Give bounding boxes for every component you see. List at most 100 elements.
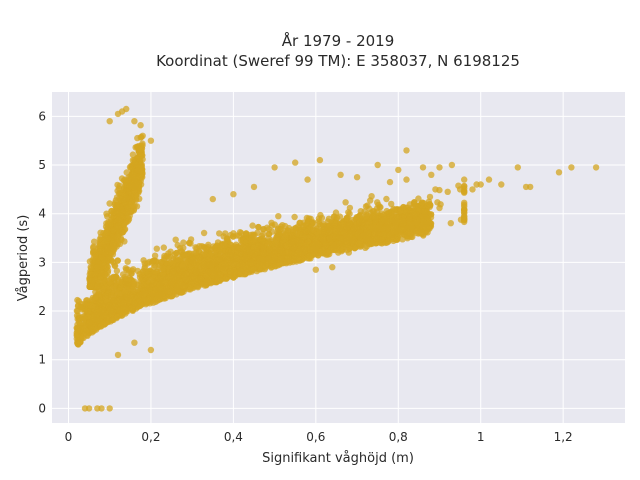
data-point [256, 262, 263, 269]
data-point [427, 211, 435, 218]
data-point [389, 235, 396, 242]
data-point [337, 235, 345, 242]
data-point [227, 268, 234, 275]
data-point [285, 256, 292, 264]
data-point [84, 308, 92, 315]
data-point [260, 245, 267, 252]
data-point [319, 236, 327, 243]
data-point [333, 214, 341, 221]
data-point [290, 226, 297, 233]
data-point [263, 224, 271, 231]
data-point [111, 303, 119, 310]
data-point [113, 267, 121, 275]
data-point [414, 204, 421, 211]
data-point [130, 266, 137, 273]
data-point [265, 255, 272, 262]
data-point [212, 247, 219, 255]
data-point [299, 255, 307, 262]
data-point [260, 250, 267, 257]
data-point [123, 169, 130, 176]
data-point [158, 291, 166, 299]
data-point [266, 246, 273, 253]
data-point [217, 271, 224, 278]
data-point [134, 294, 142, 301]
data-point [406, 201, 414, 208]
data-point [371, 213, 378, 220]
data-point [415, 195, 422, 202]
data-point [114, 313, 121, 320]
data-point [406, 229, 413, 237]
data-point [426, 193, 434, 201]
data-point [205, 241, 212, 248]
data-point [346, 221, 353, 228]
data-point [141, 290, 149, 297]
data-point [221, 240, 229, 247]
data-point [91, 303, 99, 311]
data-point [181, 251, 188, 259]
data-point [345, 233, 353, 241]
data-point [388, 217, 395, 224]
data-point [165, 254, 172, 261]
data-point [197, 275, 205, 282]
data-point [327, 245, 334, 253]
data-point [250, 238, 258, 246]
data-point [92, 288, 99, 296]
data-point [326, 235, 333, 242]
data-point [210, 257, 218, 264]
data-point [120, 299, 127, 307]
data-point [253, 245, 260, 252]
data-point [210, 270, 217, 277]
data-point [365, 235, 372, 243]
data-point [204, 256, 211, 263]
data-point [356, 218, 364, 225]
data-points [73, 105, 600, 412]
data-point [121, 274, 128, 281]
data-point [246, 248, 253, 256]
data-point [158, 278, 166, 286]
data-point [182, 260, 190, 267]
data-point [275, 213, 282, 220]
data-point [200, 250, 207, 257]
data-point [175, 257, 182, 264]
data-point [137, 122, 144, 129]
data-point [340, 221, 347, 228]
data-point [413, 227, 420, 235]
data-point [165, 265, 172, 272]
data-point [194, 282, 201, 289]
data-point [125, 266, 132, 273]
data-point [304, 238, 312, 245]
data-point [342, 199, 349, 206]
data-point [310, 226, 317, 233]
data-point [122, 305, 129, 312]
data-point [294, 254, 301, 261]
data-point [420, 208, 428, 215]
data-point [92, 294, 99, 301]
data-point [413, 219, 420, 226]
data-point [277, 255, 284, 262]
data-point [243, 243, 251, 251]
data-point [102, 295, 109, 302]
data-point [96, 236, 104, 243]
data-point [237, 267, 244, 274]
data-point [255, 223, 262, 231]
data-point [242, 231, 250, 238]
data-point [423, 203, 431, 211]
data-point [282, 231, 289, 238]
data-point [156, 285, 164, 293]
data-point [249, 222, 256, 229]
data-point [95, 316, 102, 323]
data-point [383, 207, 390, 215]
data-point [392, 222, 399, 229]
data-point [178, 289, 186, 296]
data-point [260, 230, 267, 238]
data-point [272, 263, 279, 270]
data-point [151, 271, 158, 279]
data-point [324, 223, 331, 230]
data-point [182, 275, 189, 283]
data-point [192, 267, 199, 274]
data-point [160, 244, 167, 251]
data-point [397, 207, 404, 215]
data-point [373, 235, 380, 242]
data-point [282, 222, 289, 230]
